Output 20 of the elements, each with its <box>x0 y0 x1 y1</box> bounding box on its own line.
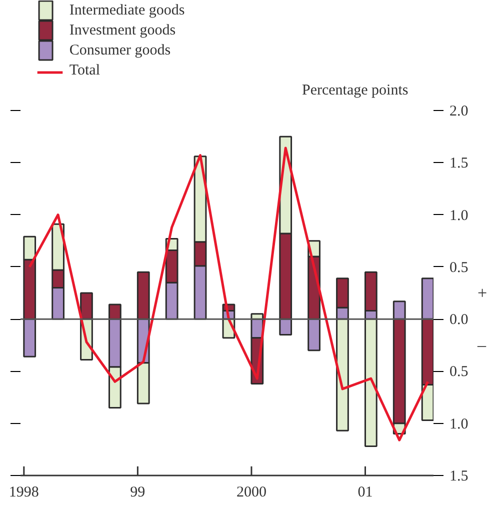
x-tick-label: 1998 <box>8 484 39 500</box>
y-tick-label: 1.5 <box>450 156 468 172</box>
y-tick-label: 0.5 <box>450 364 468 380</box>
y-tick-label: 0.0 <box>450 312 468 328</box>
legend-label: Consumer goods <box>69 42 171 58</box>
text: – <box>476 336 486 355</box>
y-tick-label: 1.0 <box>450 416 468 432</box>
y-tick-label: 2.0 <box>450 104 468 120</box>
x-tick-label: 99 <box>130 484 146 500</box>
y-tick-label: 1.5 <box>450 468 468 484</box>
y-tick-label: 1.0 <box>450 208 468 224</box>
x-tick-label: 01 <box>358 484 373 500</box>
legend-label: Investment goods <box>69 22 176 38</box>
legend-label: Total <box>69 62 100 78</box>
y-axis-title: Percentage points <box>302 82 408 98</box>
legend-label: Intermediate goods <box>69 2 185 18</box>
y-tick-label: 0.5 <box>450 260 468 276</box>
text: + <box>478 284 488 302</box>
x-tick-label: 2000 <box>236 484 266 500</box>
line-series <box>28 146 430 442</box>
